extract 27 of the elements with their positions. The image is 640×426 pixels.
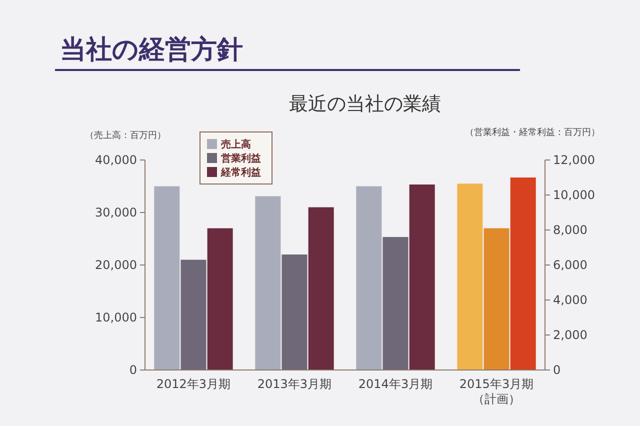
bar bbox=[409, 184, 435, 370]
x-tick-label: 2015年3月期（計画） bbox=[459, 377, 534, 406]
bar bbox=[207, 228, 233, 370]
y2-tick-label: 8,000 bbox=[553, 223, 588, 238]
y-tick-label: 40,000 bbox=[95, 153, 137, 168]
chart-subtitle: 最近の当社の業績 bbox=[289, 93, 441, 115]
y2-axis-title: （営業利益・経常利益：百万円） bbox=[465, 127, 600, 138]
bar bbox=[308, 207, 334, 370]
y-tick-label: 30,000 bbox=[95, 206, 137, 220]
y2-tick-label: 6,000 bbox=[553, 258, 588, 272]
y-tick-label: 0 bbox=[129, 363, 137, 378]
y2-tick-label: 12,000 bbox=[553, 153, 595, 168]
legend-label: 経常利益 bbox=[220, 166, 261, 178]
legend-label: 売上高 bbox=[221, 138, 251, 150]
y-axis-title: （売上高：百万円） bbox=[85, 130, 166, 141]
bar bbox=[510, 178, 536, 370]
x-tick-label: 2014年3月期 bbox=[358, 377, 433, 391]
y2-tick-label: 10,000 bbox=[553, 188, 595, 202]
chart-title: 当社の経営方針 bbox=[60, 35, 243, 65]
y-tick-label: 20,000 bbox=[95, 258, 137, 272]
y-tick-label: 10,000 bbox=[95, 310, 137, 325]
y2-tick-label: 2,000 bbox=[553, 328, 588, 342]
y2-tick-label: 4,000 bbox=[553, 293, 588, 308]
y2-tick-label: 0 bbox=[553, 363, 561, 378]
legend-label: 営業利益 bbox=[221, 152, 261, 164]
x-tick-label: 2012年3月期 bbox=[156, 377, 231, 391]
x-tick-label: 2013年3月期 bbox=[257, 377, 332, 391]
